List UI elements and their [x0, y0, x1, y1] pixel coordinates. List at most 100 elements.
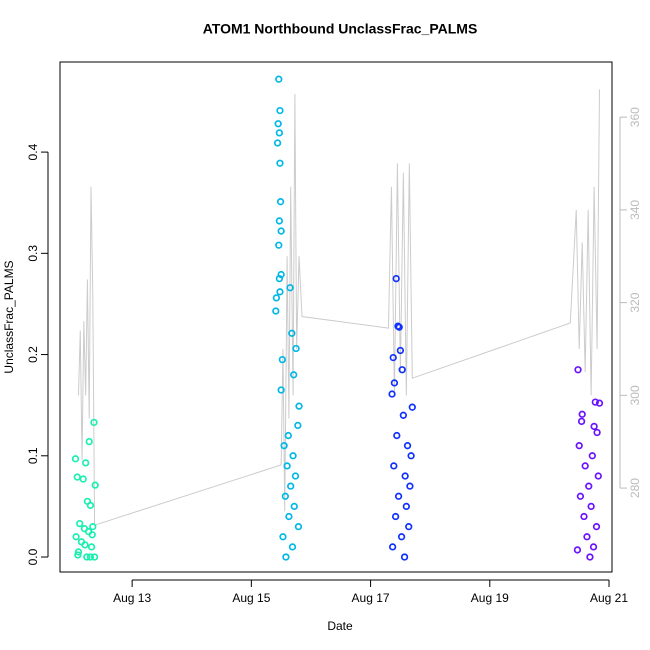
point	[392, 274, 400, 283]
point	[389, 353, 397, 362]
y-tick-label: 0.2	[26, 346, 40, 363]
point	[399, 411, 408, 419]
x-tick-label: Aug 17	[352, 591, 390, 605]
point	[283, 462, 291, 470]
point	[590, 422, 598, 431]
point	[594, 472, 602, 480]
point	[291, 472, 300, 480]
point	[284, 431, 292, 440]
point	[585, 482, 593, 490]
point	[294, 522, 303, 531]
point	[388, 543, 397, 551]
point	[393, 431, 401, 440]
point	[388, 390, 396, 398]
point	[275, 75, 283, 83]
point	[408, 403, 416, 411]
y-tick-label: 0.1	[26, 447, 40, 464]
point	[391, 512, 400, 521]
point	[290, 502, 298, 511]
chart-title: ATOM1 Northbound UnclassFrac_PALMS	[203, 21, 478, 37]
x-tick-label: Aug 21	[590, 591, 628, 605]
point	[275, 274, 284, 283]
point	[396, 346, 405, 355]
point	[276, 159, 284, 167]
point	[71, 455, 80, 463]
y-axis-label: UnclassFrac_PALMS	[2, 260, 16, 373]
point	[90, 418, 98, 427]
point	[275, 129, 284, 137]
x-tick-label: Aug 19	[471, 591, 509, 605]
point	[279, 533, 287, 541]
point	[272, 307, 280, 315]
point	[286, 284, 294, 292]
plot-box	[59, 61, 613, 573]
x-axis-label: Date	[327, 619, 353, 633]
point	[292, 344, 300, 353]
point	[277, 386, 285, 394]
point	[592, 522, 601, 531]
point	[395, 323, 403, 331]
point	[390, 462, 398, 470]
point	[586, 553, 594, 561]
point	[81, 541, 89, 549]
point	[88, 531, 96, 539]
line	[77, 89, 600, 526]
point	[574, 366, 582, 374]
point	[288, 329, 296, 337]
y2-tick-label: 300	[628, 385, 642, 405]
point	[272, 294, 281, 302]
point	[73, 473, 81, 481]
point	[401, 472, 409, 480]
point	[288, 543, 297, 551]
point	[578, 410, 586, 418]
point	[275, 217, 284, 225]
point	[394, 492, 403, 500]
point	[405, 522, 413, 531]
point	[76, 519, 84, 528]
point	[89, 522, 97, 531]
y-tick-label: 0.3	[26, 245, 40, 262]
point	[397, 533, 406, 541]
point	[581, 462, 589, 470]
point	[87, 543, 96, 551]
point	[588, 452, 596, 460]
point	[91, 481, 99, 489]
y2-tick-label: 320	[628, 292, 642, 312]
x-tick-label: Aug 13	[113, 591, 151, 605]
point	[295, 402, 303, 410]
point	[276, 288, 284, 296]
point	[573, 546, 582, 554]
point	[274, 120, 282, 128]
point	[576, 492, 585, 500]
y-tick-label: 0.0	[26, 548, 40, 565]
point	[81, 459, 90, 467]
point	[580, 512, 588, 521]
point	[406, 482, 414, 490]
point	[276, 198, 285, 206]
point	[577, 417, 586, 426]
y-tick-label: 0.4	[26, 143, 40, 160]
point	[593, 428, 601, 437]
point	[591, 398, 599, 406]
point	[407, 452, 415, 460]
point	[86, 501, 95, 510]
point	[390, 379, 399, 387]
point	[587, 502, 595, 511]
point	[74, 548, 83, 556]
y2-tick-label: 360	[628, 107, 642, 127]
point	[74, 551, 82, 559]
point	[294, 421, 302, 430]
point	[282, 553, 290, 561]
point	[402, 502, 410, 511]
point	[72, 533, 80, 541]
point	[86, 553, 95, 561]
x-tick-label: Aug 15	[232, 591, 270, 605]
point	[575, 442, 583, 450]
point	[275, 241, 283, 249]
point	[589, 543, 598, 551]
point	[583, 533, 591, 541]
y2-tick-label: 340	[628, 200, 642, 220]
point	[403, 442, 412, 450]
point	[273, 139, 282, 147]
